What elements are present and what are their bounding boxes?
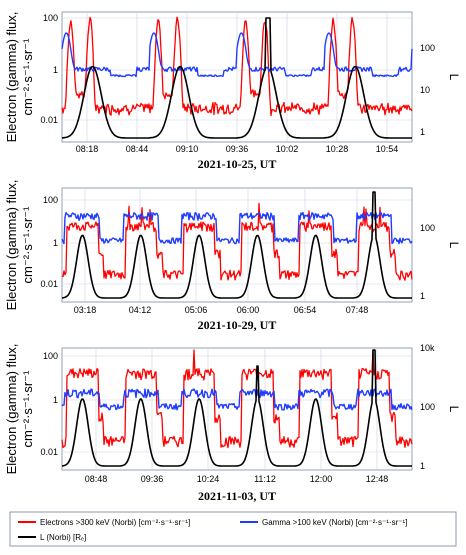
legend-label-gamma: Gamma >100 keV (Norbi) [cm⁻²·s⁻¹·sr⁻¹] (262, 518, 407, 527)
left-ytick-label: 1 (53, 65, 58, 75)
ylabel-line2: cm⁻²·s⁻¹·sr⁻¹ (20, 370, 35, 448)
xtick-label: 12:00 (310, 474, 333, 484)
left-ytick-label: 1 (53, 395, 58, 405)
gamma-series-line (61, 32, 413, 78)
xtick-label: 04:12 (129, 305, 152, 315)
electrons-series-line (61, 202, 413, 281)
l-series-line (61, 191, 413, 299)
chart-panel-3: 100 1 0.01 10k 100 1 L 08:48 09:36 10:24 11:12 12:0… (4, 343, 461, 503)
left-ytick-label: 1 (53, 238, 58, 248)
right-ytick-label: 1 (420, 291, 425, 301)
left-ytick-label: 0.01 (40, 115, 58, 125)
date-label: 2021-10-25, UT (198, 157, 277, 171)
left-ytick-label: 0.01 (40, 447, 58, 457)
legend: Electrons >300 keV (Norbi) [cm⁻²·s⁻¹·sr⁻… (9, 511, 457, 547)
xtick-label: 09:36 (226, 144, 249, 154)
xtick-label: 08:48 (85, 474, 108, 484)
right-ytick-label: 1 (420, 461, 425, 471)
right-ytick-label: 10k (420, 343, 435, 353)
left-ytick-label: 100 (43, 195, 58, 205)
l-series-line (61, 17, 413, 139)
gamma-series-line (61, 388, 413, 411)
xtick-label: 10:54 (376, 144, 399, 154)
legend-box (9, 511, 457, 547)
right-ytick-label: 100 (420, 223, 435, 233)
xtick-label: 10:02 (276, 144, 299, 154)
xtick-label: 06:00 (237, 305, 260, 315)
chart-panel-2: 100 1 0.01 100 1 L 03:18 04:12 05:06 06:00 06:54 07… (4, 180, 461, 332)
left-ytick-label: 100 (43, 13, 58, 23)
xtick-label: 11:12 (254, 474, 276, 484)
ylabel-line2: cm⁻²·s⁻¹·sr⁻¹ (20, 38, 35, 116)
ylabel-line1: Electron (gamma) flux, (4, 180, 19, 311)
chart-panel-1: 100 1 0.01 100 10 1 L 08:18 08:44 09:10 09:36 10:02… (4, 11, 461, 171)
right-ytick-label: 1 (420, 127, 425, 137)
right-ytick-label: 10 (420, 85, 430, 95)
electrons-series-line (61, 16, 413, 117)
ylabel-line1: Electron (gamma) flux, (4, 344, 19, 475)
xtick-label: 12:48 (366, 474, 389, 484)
xtick-label: 03:18 (74, 305, 97, 315)
right-ytick-label: 100 (420, 43, 435, 53)
legend-label-electrons: Electrons >300 keV (Norbi) [cm⁻²·s⁻¹·sr⁻… (40, 518, 190, 527)
left-ytick-label: 0.01 (40, 279, 58, 289)
xtick-label: 08:18 (76, 144, 99, 154)
right-ytick-label: 100 (420, 402, 435, 412)
plot-area (61, 187, 413, 303)
xtick-label: 10:28 (326, 144, 349, 154)
date-label: 2021-11-03, UT (198, 489, 276, 503)
date-label: 2021-10-29, UT (198, 318, 277, 332)
electrons-series-line (61, 349, 413, 449)
right-axis-label: L (447, 242, 461, 249)
xtick-label: 06:54 (294, 305, 317, 315)
xtick-label: 10:24 (197, 474, 220, 484)
ylabel-line2: cm⁻²·s⁻¹·sr⁻¹ (20, 206, 35, 284)
xtick-label: 07:48 (346, 305, 369, 315)
legend-label-l: L (Norbi) [Rₑ] (40, 533, 86, 542)
gamma-series-line (61, 211, 413, 245)
l-series-line (61, 349, 413, 467)
left-ytick-label: 100 (43, 351, 58, 361)
xtick-label: 05:06 (185, 305, 208, 315)
xtick-label: 09:10 (176, 144, 199, 154)
xtick-label: 09:36 (141, 474, 164, 484)
right-axis-label: L (447, 74, 461, 81)
xtick-label: 08:44 (126, 144, 149, 154)
ylabel-line1: Electron (gamma) flux, (4, 12, 19, 143)
right-axis-label: L (447, 406, 461, 413)
